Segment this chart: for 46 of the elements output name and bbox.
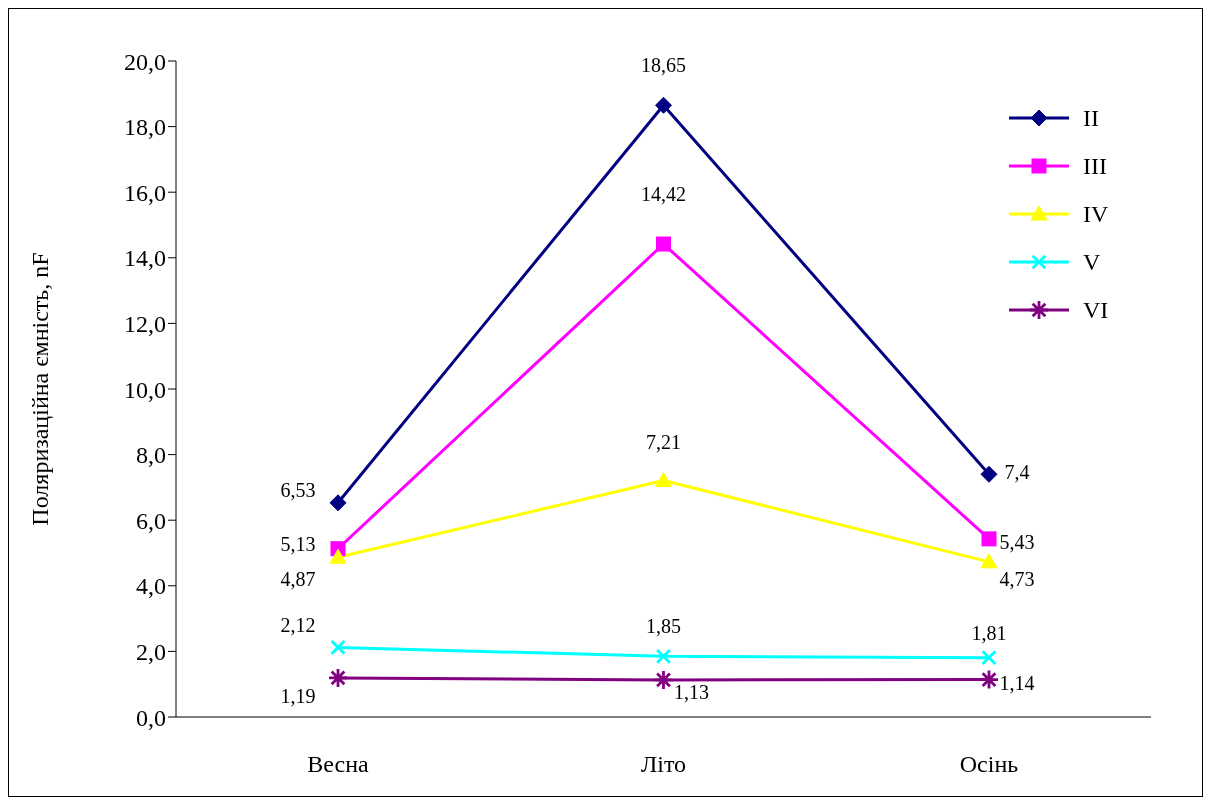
point: [981, 650, 997, 665]
y-tick-label: 20,0: [124, 48, 166, 75]
data-label: 1,14: [999, 672, 1035, 695]
data-label: 6,53: [280, 479, 316, 502]
data-label: 14,42: [641, 182, 686, 205]
legend-label: IV: [1083, 200, 1109, 228]
y-tick-label: 16,0: [124, 179, 166, 206]
data-label: 18,65: [641, 53, 686, 76]
data-label: 1,13: [674, 680, 709, 703]
data-label: 5,13: [280, 533, 316, 556]
y-tick-label: 6,0: [136, 507, 166, 534]
legend-label: V: [1083, 248, 1101, 276]
point: [329, 494, 347, 512]
point: [980, 465, 998, 483]
point: [656, 648, 671, 664]
y-tick-label: 18,0: [124, 114, 166, 141]
y-tick-label: 0,0: [136, 704, 166, 731]
point: [655, 472, 672, 488]
data-label: 5,43: [999, 531, 1035, 554]
y-tick-label: 4,0: [136, 573, 166, 600]
data-label: 4,87: [280, 567, 316, 590]
data-label: 2,12: [280, 614, 316, 637]
data-label: 1,85: [646, 614, 681, 637]
data-label: 7,4: [1004, 460, 1030, 483]
data-label: 7,21: [646, 431, 681, 454]
legend-label: III: [1083, 152, 1107, 180]
y-tick-label: 10,0: [124, 376, 166, 403]
data-label: 1,19: [280, 684, 316, 707]
x-tick-label: Осінь: [959, 751, 1019, 778]
point: [981, 531, 997, 547]
y-tick-label: 8,0: [136, 442, 166, 469]
y-tick-label: 12,0: [124, 310, 166, 337]
point: [329, 548, 347, 564]
point: [330, 640, 346, 655]
y-axis-title: Поляризаційна ємність, nF: [26, 252, 53, 526]
point: [980, 553, 998, 569]
point: [655, 96, 672, 114]
point: [656, 236, 671, 252]
y-tick-label: 14,0: [124, 245, 166, 272]
data-label: 1,81: [971, 622, 1007, 645]
legend-label: VI: [1083, 296, 1109, 324]
y-tick-label: 2,0: [136, 638, 166, 665]
x-tick-label: Літо: [640, 751, 687, 778]
data-label: 4,73: [999, 568, 1035, 591]
legend-label: II: [1083, 104, 1099, 132]
x-tick-label: Весна: [307, 751, 370, 778]
